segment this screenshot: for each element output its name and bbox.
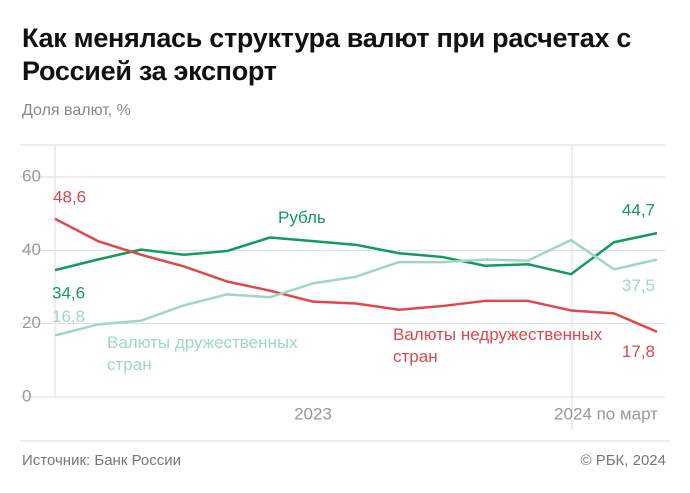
title: Как менялась структура валют при расчета… (22, 23, 632, 86)
value-label: 44,7 (622, 201, 655, 220)
series-line (54, 217, 658, 333)
y-tick-label: 20 (22, 313, 41, 332)
y-tick-label: 40 (22, 240, 41, 259)
copyright: © РБК, 2024 (580, 452, 666, 469)
source: Источник: Банк России (22, 452, 182, 469)
series-line (54, 231, 658, 276)
value-label: 34,6 (52, 284, 85, 303)
y-tick-label: 0 (22, 386, 31, 405)
value-label: 16,8 (52, 307, 85, 326)
value-label: 48,6 (53, 187, 86, 206)
series-label: Рубль (278, 208, 326, 227)
x-tick-label: 2023 (294, 404, 332, 423)
series-label: Валюты недружественных стран (393, 325, 603, 366)
series-line (54, 238, 658, 337)
value-label: 37,5 (622, 276, 655, 295)
x-tick-label: 2024 по март (554, 404, 658, 423)
subtitle: Доля валют, % (22, 102, 131, 119)
value-label: 17,8 (622, 342, 655, 361)
y-tick-label: 60 (22, 166, 41, 185)
series-label: Валюты дружественных стран (107, 333, 298, 374)
